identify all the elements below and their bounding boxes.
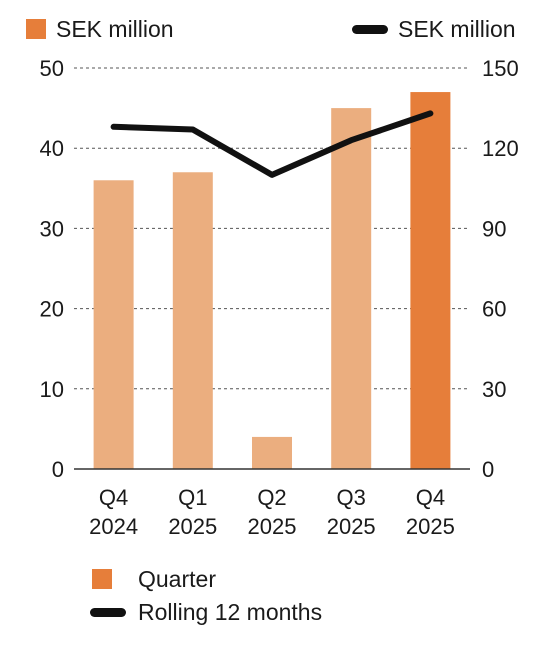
left-axis-title-swatch: [26, 19, 46, 39]
gridlines: [74, 67, 470, 390]
bar: [331, 108, 372, 469]
right-tick-label: 30: [482, 377, 506, 402]
left-tick-label: 50: [40, 56, 64, 81]
x-tick-label: 2025: [406, 514, 455, 539]
bar: [410, 92, 451, 469]
bar: [252, 436, 292, 469]
right-tick-label: 90: [482, 216, 506, 241]
rolling-12-months-line: [110, 110, 434, 178]
bar: [93, 180, 134, 469]
left-tick-label: 30: [40, 216, 64, 241]
x-tick-label: 2025: [168, 514, 217, 539]
x-tick-label: Q2: [257, 485, 286, 510]
right-axis-title: SEK million: [398, 16, 516, 42]
legend-swatch-quarter: [92, 569, 112, 589]
left-tick-label: 20: [40, 297, 64, 322]
bar-series: [93, 92, 451, 469]
x-tick-label: 2025: [248, 514, 297, 539]
legend-label-quarter: Quarter: [138, 566, 216, 592]
right-tick-label: 120: [482, 136, 519, 161]
right-axis-ticks: 0 30 60 90 120 150: [482, 56, 519, 482]
left-tick-label: 10: [40, 377, 64, 402]
right-tick-label: 0: [482, 457, 494, 482]
right-tick-label: 60: [482, 297, 506, 322]
right-axis-title-line: [352, 25, 388, 34]
left-tick-label: 0: [52, 457, 64, 482]
x-tick-label: Q4: [99, 485, 128, 510]
bar: [172, 172, 213, 469]
legend-label-rolling: Rolling 12 months: [138, 599, 322, 625]
x-axis-labels: Q4 2024 Q1 2025 Q2 2025 Q3 2025 Q4 2025: [89, 485, 455, 539]
left-axis-title: SEK million: [56, 16, 174, 42]
legend-line-rolling: [90, 608, 126, 617]
left-tick-label: 40: [40, 136, 64, 161]
right-tick-label: 150: [482, 56, 519, 81]
x-tick-label: Q1: [178, 485, 207, 510]
x-tick-label: Q3: [337, 485, 366, 510]
left-axis-ticks: 0 10 20 30 40 50: [40, 56, 64, 482]
x-tick-label: 2024: [89, 514, 138, 539]
x-tick-label: Q4: [416, 485, 445, 510]
x-tick-label: 2025: [327, 514, 376, 539]
